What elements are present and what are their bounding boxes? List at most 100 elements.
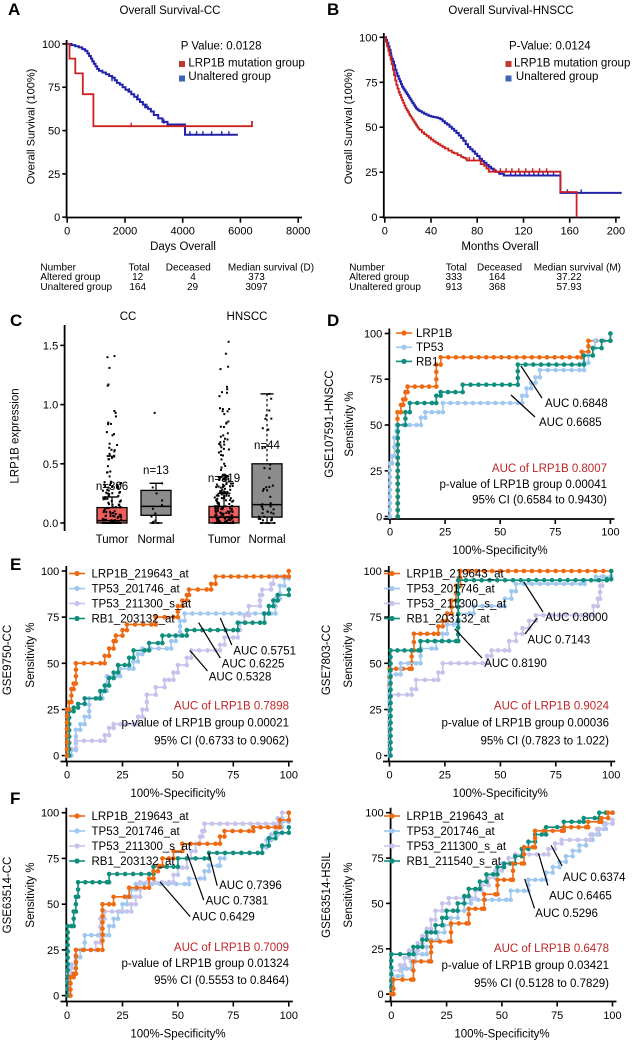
svg-text:75: 75 bbox=[370, 612, 382, 624]
svg-text:Sensitivity %: Sensitivity % bbox=[344, 391, 356, 456]
svg-text:Overall Survival (100%): Overall Survival (100%) bbox=[26, 69, 38, 185]
svg-text:100: 100 bbox=[603, 1010, 621, 1022]
svg-text:TP53_211300_s_at: TP53_211300_s_at bbox=[92, 599, 192, 611]
svg-text:50: 50 bbox=[47, 899, 59, 911]
svg-text:Tumor: Tumor bbox=[208, 534, 241, 546]
svg-text:75: 75 bbox=[370, 374, 382, 386]
svg-text:Months Overall: Months Overall bbox=[461, 241, 538, 253]
svg-text:25: 25 bbox=[116, 770, 128, 782]
svg-text:LRP1B_219643_at: LRP1B_219643_at bbox=[92, 811, 190, 823]
svg-text:0: 0 bbox=[388, 1010, 394, 1022]
svg-text:D: D bbox=[327, 311, 339, 330]
svg-text:AUC 0.5751: AUC 0.5751 bbox=[233, 646, 296, 658]
svg-text:Total: Total bbox=[128, 263, 149, 274]
svg-text:4: 4 bbox=[190, 272, 196, 283]
svg-text:25: 25 bbox=[365, 167, 377, 179]
svg-text:B: B bbox=[327, 0, 339, 19]
svg-text:RB1_211540_s_at: RB1_211540_s_at bbox=[407, 856, 502, 868]
svg-text:75: 75 bbox=[227, 770, 239, 782]
svg-text:25: 25 bbox=[47, 945, 59, 957]
svg-text:1.0: 1.0 bbox=[43, 400, 58, 412]
svg-text:0: 0 bbox=[386, 770, 392, 782]
svg-text:AUC 0.7396: AUC 0.7396 bbox=[219, 880, 282, 892]
svg-text:100: 100 bbox=[602, 770, 620, 782]
svg-text:0.0: 0.0 bbox=[43, 518, 58, 530]
svg-text:Normal: Normal bbox=[248, 534, 285, 546]
svg-text:Number: Number bbox=[349, 263, 385, 274]
svg-text:0: 0 bbox=[382, 226, 388, 238]
svg-text:8000: 8000 bbox=[286, 226, 310, 238]
svg-text:TP53_201746_at: TP53_201746_at bbox=[92, 584, 181, 596]
svg-text:TP53_201746_at: TP53_201746_at bbox=[407, 584, 496, 596]
svg-text:AUC 0.8000: AUC 0.8000 bbox=[545, 612, 608, 624]
svg-text:100%-Specificity%: 100%-Specificity% bbox=[453, 788, 548, 800]
svg-text:0.5: 0.5 bbox=[43, 459, 58, 471]
svg-text:n=44: n=44 bbox=[254, 440, 281, 452]
svg-text:n=13: n=13 bbox=[143, 465, 169, 477]
svg-text:25: 25 bbox=[439, 770, 451, 782]
svg-text:n=319: n=319 bbox=[208, 473, 240, 485]
svg-text:100: 100 bbox=[364, 329, 382, 341]
svg-text:RB1_203132_at: RB1_203132_at bbox=[92, 614, 176, 626]
svg-text:1.5: 1.5 bbox=[43, 340, 58, 352]
svg-text:3097: 3097 bbox=[245, 282, 268, 293]
svg-text:LRP1B: LRP1B bbox=[416, 328, 453, 340]
svg-text:AUC 0.5296: AUC 0.5296 bbox=[535, 908, 598, 920]
svg-text:373: 373 bbox=[248, 272, 265, 283]
svg-text:80: 80 bbox=[471, 226, 483, 238]
svg-text:Sensitivity %: Sensitivity % bbox=[343, 862, 355, 927]
svg-text:Tumor: Tumor bbox=[96, 534, 129, 546]
svg-text:160: 160 bbox=[561, 226, 579, 238]
svg-text:Unaltered group: Unaltered group bbox=[188, 71, 270, 83]
svg-text:100: 100 bbox=[601, 527, 619, 539]
svg-text:AUC 0.7381: AUC 0.7381 bbox=[206, 895, 269, 907]
svg-text:p-value of LRP1B group 0.00021: p-value of LRP1B group 0.00021 bbox=[121, 718, 289, 730]
svg-text:AUC 0.6225: AUC 0.6225 bbox=[222, 659, 285, 671]
svg-text:100: 100 bbox=[41, 808, 59, 820]
svg-text:AUC of LRP1B 0.7009: AUC of LRP1B 0.7009 bbox=[174, 942, 289, 954]
svg-text:P-Value: 0.0124: P-Value: 0.0124 bbox=[509, 41, 591, 53]
svg-text:50: 50 bbox=[172, 1010, 184, 1022]
svg-text:25: 25 bbox=[440, 1010, 452, 1022]
svg-text:100: 100 bbox=[42, 39, 60, 51]
svg-text:LRP1B mutation group: LRP1B mutation group bbox=[514, 58, 630, 70]
svg-text:2000: 2000 bbox=[113, 226, 137, 238]
svg-text:0: 0 bbox=[53, 991, 59, 1003]
svg-text:57.93: 57.93 bbox=[556, 282, 581, 293]
svg-text:100: 100 bbox=[363, 566, 381, 578]
svg-text:12: 12 bbox=[132, 272, 144, 283]
svg-text:50: 50 bbox=[370, 420, 382, 432]
svg-text:4000: 4000 bbox=[170, 226, 194, 238]
svg-text:0: 0 bbox=[64, 770, 70, 782]
svg-text:p-value of LRP1B group 0.00036: p-value of LRP1B group 0.00036 bbox=[441, 718, 609, 730]
svg-text:913: 913 bbox=[446, 282, 463, 293]
svg-text:25: 25 bbox=[116, 1010, 128, 1022]
svg-text:0: 0 bbox=[64, 226, 70, 238]
svg-text:P Value: 0.0128: P Value: 0.0128 bbox=[181, 41, 262, 53]
svg-text:50: 50 bbox=[48, 126, 60, 138]
svg-text:40: 40 bbox=[425, 226, 437, 238]
svg-text:AUC 0.6848: AUC 0.6848 bbox=[545, 398, 608, 410]
svg-text:E: E bbox=[10, 555, 21, 574]
svg-text:25: 25 bbox=[371, 944, 383, 956]
svg-text:RB1: RB1 bbox=[416, 356, 438, 368]
svg-text:50: 50 bbox=[47, 658, 59, 670]
svg-text:Unaltered group: Unaltered group bbox=[349, 282, 421, 293]
svg-text:AUC 0.8190: AUC 0.8190 bbox=[484, 658, 547, 670]
svg-text:p-value of LRP1B group 0.01324: p-value of LRP1B group 0.01324 bbox=[121, 958, 289, 970]
svg-text:TP53_211300_s_at: TP53_211300_s_at bbox=[407, 841, 507, 853]
svg-text:50: 50 bbox=[494, 770, 506, 782]
svg-text:CC: CC bbox=[120, 311, 137, 323]
svg-text:TP53_211300_s_at: TP53_211300_s_at bbox=[92, 841, 192, 853]
svg-text:Deceased: Deceased bbox=[166, 263, 211, 274]
svg-text:TP53_201746_at: TP53_201746_at bbox=[407, 826, 496, 838]
svg-text:100: 100 bbox=[280, 770, 298, 782]
svg-text:p-value of LRP1B group 0.03421: p-value of LRP1B group 0.03421 bbox=[441, 960, 609, 972]
svg-text:0: 0 bbox=[377, 989, 383, 1001]
svg-text:100: 100 bbox=[280, 1010, 298, 1022]
svg-text:AUC 0.6429: AUC 0.6429 bbox=[192, 912, 255, 924]
svg-text:Median survival (M): Median survival (M) bbox=[534, 263, 621, 274]
svg-text:95% CI (0.5128 to 0.7829): 95% CI (0.5128 to 0.7829) bbox=[474, 978, 609, 990]
svg-text:95% CI (0.7823 to 1.022): 95% CI (0.7823 to 1.022) bbox=[481, 736, 610, 748]
svg-text:100%-Specificity%: 100%-Specificity% bbox=[452, 545, 547, 557]
